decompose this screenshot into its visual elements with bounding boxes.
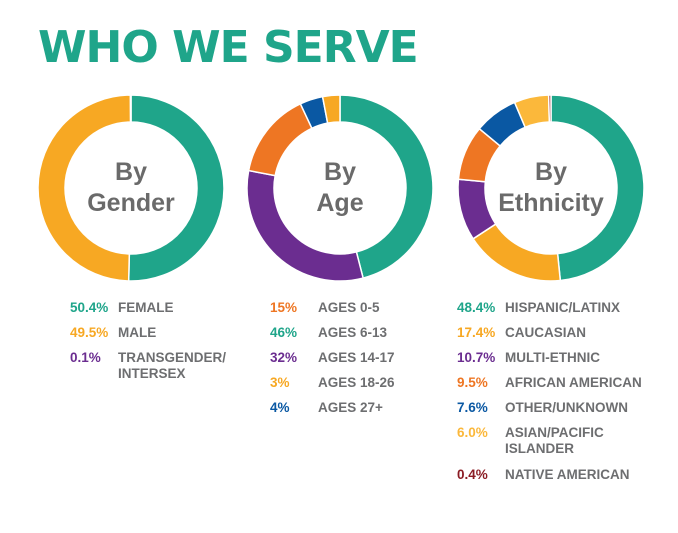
age-center-label: By Age	[244, 92, 436, 284]
legend-percent: 46%	[270, 325, 298, 340]
legend-label: AGES 14-17	[318, 350, 395, 365]
gender-slice-male	[37, 94, 132, 282]
legend-label: FEMALE	[118, 300, 174, 315]
ethnicity-legend-item-native-american: 0.4% NATIVE AMERICAN	[457, 467, 642, 492]
page-title: WHO WE SERVE	[38, 22, 419, 73]
legend-label: MALE	[118, 325, 157, 340]
legend-label: NATIVE AMERICAN	[505, 467, 630, 482]
age-legend-item-ages-6-13: 46% AGES 6-13	[270, 325, 395, 350]
gender-center-label: By Gender	[35, 92, 227, 284]
legend-percent: 48.4%	[457, 300, 496, 315]
legend-percent: 0.1%	[70, 350, 101, 365]
legend-percent: 6.0%	[457, 425, 488, 440]
legend-percent: 10.7%	[457, 350, 496, 365]
legend-percent: 49.5%	[70, 325, 109, 340]
legend-label: CAUCASIAN	[505, 325, 586, 340]
age-donut-svg	[246, 94, 434, 282]
gender-donut-svg	[37, 94, 225, 282]
legend-label: AGES 0-5	[318, 300, 380, 315]
legend-label: ASIAN/PACIFIC ISLANDER	[505, 425, 604, 456]
ethnicity-center-line-2: Ethnicity	[498, 189, 604, 217]
legend-label: OTHER/UNKNOWN	[505, 400, 628, 415]
ethnicity-slice-hispanic-latinx	[550, 94, 645, 282]
age-center-line-1: By	[324, 158, 356, 186]
gender-center-line-2: Gender	[87, 189, 175, 217]
gender-donut-chart: By Gender	[35, 92, 227, 284]
ethnicity-donut-svg	[457, 94, 645, 282]
legend-label: AGES 6-13	[318, 325, 388, 340]
gender-center-line-1: By	[115, 158, 147, 186]
ethnicity-center-line-1: By	[535, 158, 567, 186]
legend-label: AGES 27+	[318, 400, 383, 415]
ethnicity-legend: 48.4% HISPANIC/LATINX 17.4% CAUCASIAN 10.7% M…	[457, 300, 642, 492]
legend-percent: 15%	[270, 300, 298, 315]
age-donut-chart: By Age	[244, 92, 436, 284]
age-legend-item-ages-18-26: 3% AGES 18-26	[270, 375, 395, 400]
age-legend-item-ages-0-5: 15% AGES 0-5	[270, 300, 395, 325]
ethnicity-legend-item-multi-ethnic: 10.7% MULTI-ETHNIC	[457, 350, 642, 375]
ethnicity-legend-item-caucasian: 17.4% CAUCASIAN	[457, 325, 642, 350]
gender-slice-female	[127, 94, 225, 282]
legend-percent: 32%	[270, 350, 298, 365]
ethnicity-legend-item-african-american: 9.5% AFRICAN AMERICAN	[457, 375, 642, 400]
age-legend-item-ages-27: 4% AGES 27+	[270, 400, 395, 425]
legend-label: HISPANIC/LATINX	[505, 300, 621, 315]
age-legend-item-ages-14-17: 32% AGES 14-17	[270, 350, 395, 375]
legend-label: MULTI-ETHNIC	[505, 350, 600, 365]
legend-label: TRANSGENDER/INTERSEX	[118, 350, 227, 381]
legend-percent: 0.4%	[457, 467, 488, 482]
ethnicity-donut-chart: By Ethnicity	[455, 92, 647, 284]
ethnicity-center-label: By Ethnicity	[455, 92, 647, 284]
gender-slice-transgender-intersex	[129, 94, 132, 123]
ethnicity-legend-item-other-unknown: 7.6% OTHER/UNKNOWN	[457, 400, 642, 425]
legend-percent: 17.4%	[457, 325, 496, 340]
age-slice-ages-18-26	[321, 94, 341, 125]
legend-percent: 50.4%	[70, 300, 109, 315]
gender-legend: 50.4% FEMALE 49.5% MALE 0.1% TRANSGENDER/INTE…	[70, 300, 226, 392]
legend-percent: 7.6%	[457, 400, 488, 415]
ethnicity-legend-item-hispanic-latinx: 48.4% HISPANIC/LATINX	[457, 300, 642, 325]
age-center-line-2: Age	[316, 189, 364, 217]
legend-percent: 3%	[270, 375, 290, 390]
legend-label: AGES 18-26	[318, 375, 395, 390]
legend-percent: 9.5%	[457, 375, 488, 390]
gender-legend-item-male: 49.5% MALE	[70, 325, 226, 350]
gender-legend-item-transgender-intersex: 0.1% TRANSGENDER/INTERSEX	[70, 350, 226, 392]
legend-percent: 4%	[270, 400, 290, 415]
age-legend: 15% AGES 0-5 46% AGES 6-13 32% AGES 14-17 3% AG…	[270, 300, 395, 425]
legend-label: AFRICAN AMERICAN	[505, 375, 642, 390]
ethnicity-slice-native-american	[547, 94, 552, 123]
ethnicity-legend-item-asian-pacific-islander: 6.0% ASIAN/PACIFIC ISLANDER	[457, 425, 642, 467]
age-slice-ages-6-13	[339, 94, 434, 279]
gender-legend-item-female: 50.4% FEMALE	[70, 300, 226, 325]
